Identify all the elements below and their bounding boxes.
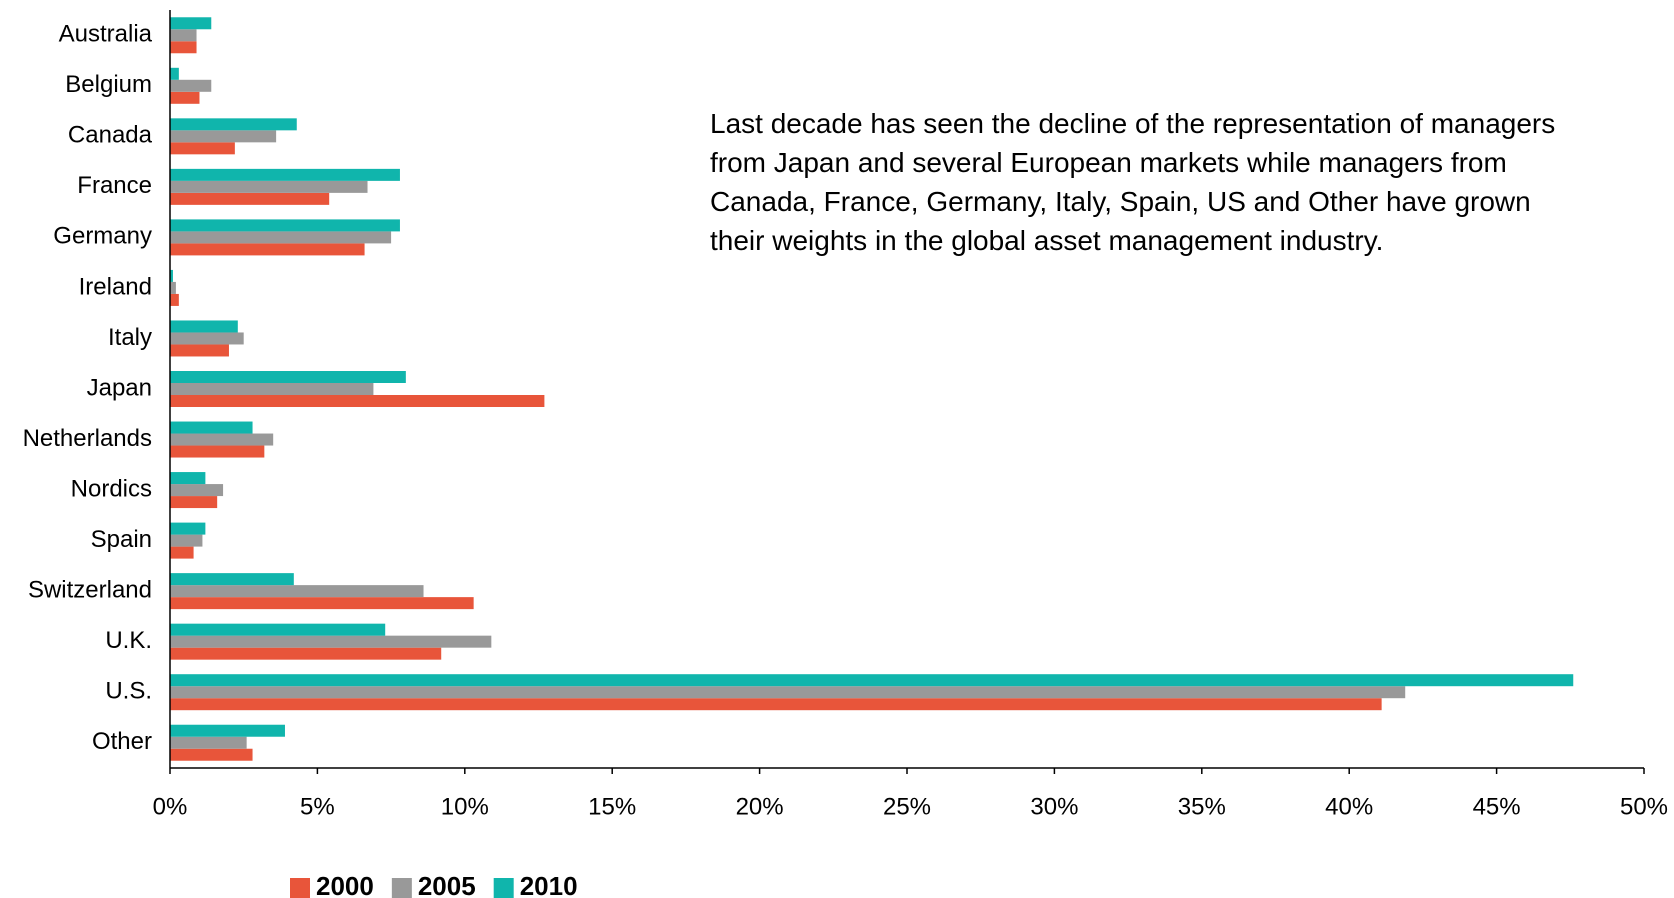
x-tick-label: 20% <box>736 793 784 820</box>
y-tick-label: U.S. <box>105 678 152 705</box>
bar <box>170 472 206 485</box>
bar <box>170 219 400 232</box>
x-tick-label: 35% <box>1178 793 1226 820</box>
bar <box>170 29 197 42</box>
bar <box>170 168 400 181</box>
bar <box>170 585 424 598</box>
bar <box>170 445 265 458</box>
bar <box>170 320 238 333</box>
bar <box>170 597 474 610</box>
bar <box>170 383 374 395</box>
y-tick-label: France <box>77 172 152 199</box>
y-tick-label: Australia <box>59 21 153 48</box>
bar <box>170 180 368 193</box>
bar <box>170 635 492 648</box>
legend-label: 2005 <box>418 871 476 898</box>
x-tick-label: 45% <box>1473 793 1521 820</box>
y-tick-label: Germany <box>53 223 152 250</box>
x-tick-label: 5% <box>300 793 335 820</box>
bar <box>170 736 247 749</box>
bar <box>170 41 197 54</box>
x-tick-label: 25% <box>883 793 931 820</box>
bar <box>170 496 218 509</box>
y-tick-label: Netherlands <box>23 425 152 452</box>
bar <box>170 67 179 80</box>
bar <box>170 243 365 256</box>
bar <box>170 269 173 282</box>
bar <box>170 546 194 559</box>
bar <box>170 698 1382 711</box>
bar <box>170 142 235 155</box>
y-tick-label: Belgium <box>65 71 152 98</box>
legend-swatch <box>290 878 310 898</box>
legend-swatch <box>493 878 514 898</box>
bar <box>170 433 274 446</box>
y-tick-label: Japan <box>87 374 152 401</box>
bar <box>170 748 253 761</box>
bar <box>170 371 406 383</box>
legend-label: 2000 <box>316 871 374 898</box>
x-tick-label: 10% <box>441 793 489 820</box>
bar <box>170 484 224 497</box>
bar <box>170 231 392 244</box>
bar <box>170 623 386 636</box>
bar <box>170 79 212 92</box>
x-tick-label: 0% <box>153 793 188 820</box>
y-tick-label: Canada <box>68 122 153 149</box>
legend-label: 2010 <box>520 871 578 898</box>
x-tick-label: 40% <box>1325 793 1373 820</box>
bar <box>170 17 212 30</box>
bar <box>170 522 206 535</box>
bar <box>170 91 200 104</box>
bar <box>170 647 442 660</box>
bar <box>170 534 203 547</box>
y-tick-label: Ireland <box>79 273 152 300</box>
annotation: Last decade has seen the decline of the … <box>710 108 1556 256</box>
bar <box>170 293 179 306</box>
bar <box>170 573 294 586</box>
bar <box>170 118 297 131</box>
bar <box>170 674 1574 687</box>
x-tick-label: 15% <box>588 793 636 820</box>
y-tick-label: Spain <box>91 526 152 553</box>
bar <box>170 332 244 345</box>
y-tick-label: Nordics <box>71 475 152 502</box>
y-tick-label: Switzerland <box>28 576 152 603</box>
bar <box>170 130 277 143</box>
y-tick-label: Other <box>92 728 152 755</box>
bar <box>170 421 253 434</box>
bar <box>170 344 229 357</box>
bar <box>170 281 176 294</box>
legend-swatch <box>391 878 412 898</box>
bar <box>170 192 330 205</box>
x-tick-label: 30% <box>1030 793 1078 820</box>
bar <box>170 724 285 737</box>
y-tick-label: Italy <box>108 324 152 351</box>
y-tick-label: U.K. <box>105 627 152 654</box>
bar <box>170 686 1406 699</box>
bar <box>170 395 545 407</box>
x-tick-label: 50% <box>1620 793 1668 820</box>
